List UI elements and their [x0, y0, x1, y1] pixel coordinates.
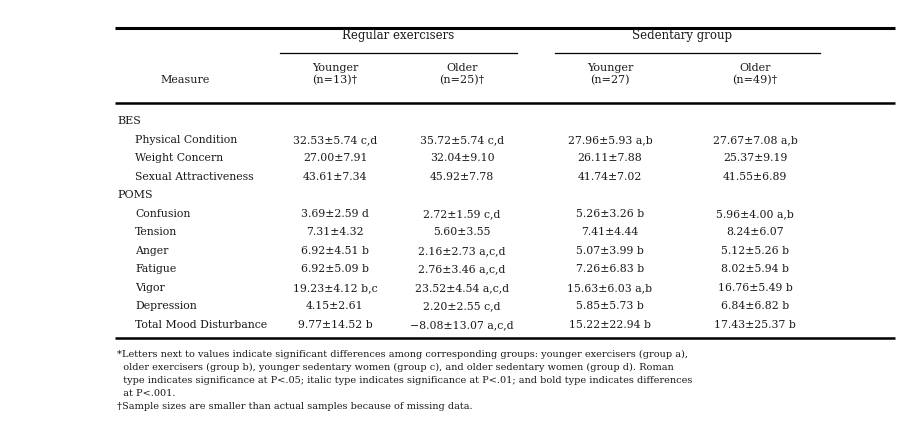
Text: 26.11±7.88: 26.11±7.88	[578, 153, 643, 163]
Text: Older
(n=25)†: Older (n=25)†	[439, 62, 484, 85]
Text: Vigor: Vigor	[135, 283, 165, 293]
Text: 5.26±3.26 b: 5.26±3.26 b	[576, 209, 644, 219]
Text: Regular exercisers: Regular exercisers	[342, 29, 454, 42]
Text: 35.72±5.74 c,d: 35.72±5.74 c,d	[420, 135, 504, 145]
Text: 7.41±4.44: 7.41±4.44	[581, 227, 639, 237]
Text: 41.74±7.02: 41.74±7.02	[578, 172, 643, 182]
Text: 8.02±5.94 b: 8.02±5.94 b	[721, 264, 789, 274]
Text: 8.24±6.07: 8.24±6.07	[726, 227, 784, 237]
Text: Weight Concern: Weight Concern	[135, 153, 223, 163]
Text: 41.55±6.89: 41.55±6.89	[723, 172, 788, 182]
Text: Fatigue: Fatigue	[135, 264, 176, 274]
Text: 15.63±6.03 a,b: 15.63±6.03 a,b	[567, 283, 652, 293]
Text: 5.60±3.55: 5.60±3.55	[433, 227, 490, 237]
Text: BES: BES	[117, 116, 141, 126]
Text: 3.69±2.59 d: 3.69±2.59 d	[302, 209, 369, 219]
Text: 16.76±5.49 b: 16.76±5.49 b	[717, 283, 792, 293]
Text: Younger
(n=27): Younger (n=27)	[587, 62, 634, 85]
Text: 27.96±5.93 a,b: 27.96±5.93 a,b	[568, 135, 652, 145]
Text: 7.26±6.83 b: 7.26±6.83 b	[576, 264, 644, 274]
Text: 2.72±1.59 c,d: 2.72±1.59 c,d	[423, 209, 500, 219]
Text: 2.76±3.46 a,c,d: 2.76±3.46 a,c,d	[418, 264, 506, 274]
Text: 15.22±22.94 b: 15.22±22.94 b	[569, 320, 651, 330]
Text: Tension: Tension	[135, 227, 177, 237]
Text: 6.84±6.82 b: 6.84±6.82 b	[721, 301, 789, 311]
Text: †Sample sizes are smaller than actual samples because of missing data.: †Sample sizes are smaller than actual sa…	[117, 402, 472, 411]
Text: 23.52±4.54 a,c,d: 23.52±4.54 a,c,d	[415, 283, 509, 293]
Text: −8.08±13.07 a,c,d: −8.08±13.07 a,c,d	[410, 320, 514, 330]
Text: 6.92±5.09 b: 6.92±5.09 b	[301, 264, 369, 274]
Text: 2.20±2.55 c,d: 2.20±2.55 c,d	[423, 301, 500, 311]
Text: 4.15±2.61: 4.15±2.61	[306, 301, 364, 311]
Text: Younger
(n=13)†: Younger (n=13)†	[311, 62, 358, 85]
Text: 43.61±7.34: 43.61±7.34	[302, 172, 367, 182]
Text: 6.92±4.51 b: 6.92±4.51 b	[301, 246, 369, 256]
Text: *Letters next to values indicate significant differences among corresponding gro: *Letters next to values indicate signifi…	[117, 350, 688, 359]
Text: 5.12±5.26 b: 5.12±5.26 b	[721, 246, 789, 256]
Text: Depression: Depression	[135, 301, 197, 311]
Text: 45.92±7.78: 45.92±7.78	[430, 172, 494, 182]
Text: 27.00±7.91: 27.00±7.91	[302, 153, 367, 163]
Text: 9.77±14.52 b: 9.77±14.52 b	[298, 320, 373, 330]
Text: 7.31±4.32: 7.31±4.32	[306, 227, 364, 237]
Text: Physical Condition: Physical Condition	[135, 135, 238, 145]
Text: Anger: Anger	[135, 246, 168, 256]
Text: 25.37±9.19: 25.37±9.19	[723, 153, 788, 163]
Text: Older
(n=49)†: Older (n=49)†	[733, 62, 778, 85]
Text: 27.67±7.08 a,b: 27.67±7.08 a,b	[713, 135, 797, 145]
Text: type indicates significance at P<.05; italic type indicates significance at P<.0: type indicates significance at P<.05; it…	[117, 376, 692, 385]
Text: 19.23±4.12 b,c: 19.23±4.12 b,c	[292, 283, 377, 293]
Text: 32.04±9.10: 32.04±9.10	[429, 153, 494, 163]
Text: Total Mood Disturbance: Total Mood Disturbance	[135, 320, 267, 330]
Text: older exercisers (group b), younger sedentary women (group c), and older sedenta: older exercisers (group b), younger sede…	[117, 363, 674, 372]
Text: 2.16±2.73 a,c,d: 2.16±2.73 a,c,d	[418, 246, 506, 256]
Text: 32.53±5.74 c,d: 32.53±5.74 c,d	[292, 135, 377, 145]
Text: 17.43±25.37 b: 17.43±25.37 b	[714, 320, 796, 330]
Text: Measure: Measure	[160, 75, 210, 85]
Text: 5.85±5.73 b: 5.85±5.73 b	[576, 301, 644, 311]
Text: Sedentary group: Sedentary group	[633, 29, 733, 42]
Text: Confusion: Confusion	[135, 209, 191, 219]
Text: 5.96±4.00 a,b: 5.96±4.00 a,b	[716, 209, 794, 219]
Text: Sexual Attractiveness: Sexual Attractiveness	[135, 172, 254, 182]
Text: POMS: POMS	[117, 190, 153, 200]
Text: at P<.001.: at P<.001.	[117, 389, 176, 398]
Text: 5.07±3.99 b: 5.07±3.99 b	[576, 246, 644, 256]
